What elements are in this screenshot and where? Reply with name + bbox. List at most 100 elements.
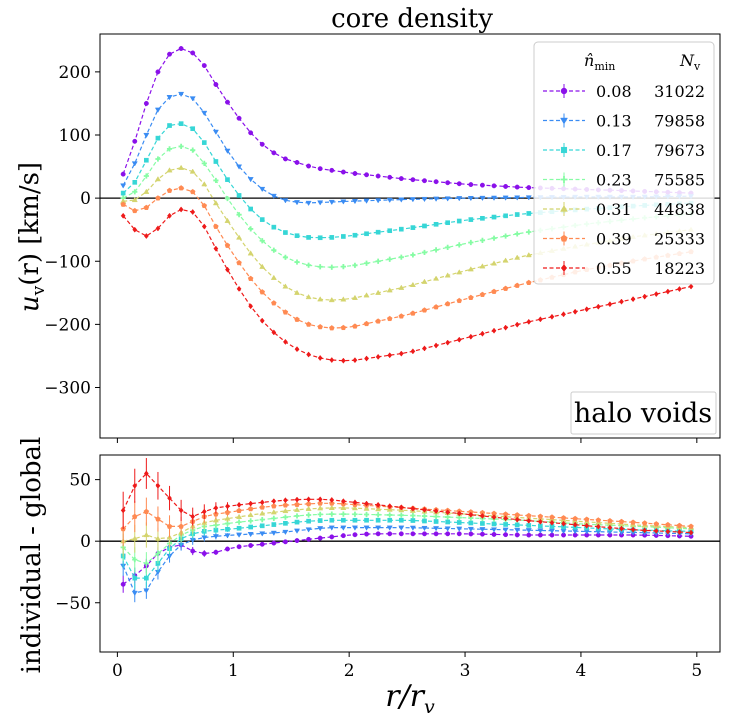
bottom-data-point bbox=[351, 525, 358, 531]
legend-row-0.08: 0.08 31022 bbox=[543, 82, 705, 101]
bottom-data-point bbox=[271, 503, 277, 509]
top-data-point bbox=[271, 247, 277, 253]
bottom-data-point bbox=[421, 513, 428, 519]
bottom-data-point bbox=[561, 520, 566, 527]
bottom-data-point bbox=[282, 529, 289, 536]
legend-header-nmin: n̂min bbox=[584, 51, 615, 73]
top-data-point bbox=[283, 338, 288, 345]
bottom-data-point bbox=[247, 532, 254, 538]
top-data-point bbox=[444, 300, 451, 307]
top-data-point bbox=[491, 183, 497, 189]
top-data-point bbox=[294, 346, 300, 353]
bottom-data-point bbox=[398, 504, 404, 511]
top-data-point bbox=[120, 212, 126, 219]
bottom-data-point bbox=[317, 505, 324, 511]
bottom-y-tick-label: 50 bbox=[69, 471, 91, 491]
legend-nmin: 0.13 bbox=[596, 112, 632, 131]
bottom-data-point bbox=[468, 531, 474, 537]
bottom-y-tick-label: 0 bbox=[80, 532, 91, 552]
top-data-point bbox=[468, 333, 474, 340]
top-data-point bbox=[433, 275, 440, 281]
top-data-point bbox=[271, 150, 277, 156]
top-series-line-1 bbox=[122, 93, 692, 204]
top-data-point bbox=[398, 350, 404, 357]
bottom-data-point bbox=[236, 513, 243, 519]
top-data-point bbox=[456, 297, 463, 304]
bottom-data-point bbox=[282, 507, 289, 514]
bottom-data-point bbox=[248, 524, 253, 530]
top-data-point bbox=[132, 138, 138, 144]
top-data-point bbox=[155, 135, 161, 141]
bottom-data-point bbox=[225, 503, 230, 510]
top-data-point bbox=[595, 303, 601, 310]
legend-nv: 25333 bbox=[654, 230, 705, 249]
top-data-point bbox=[375, 173, 381, 179]
bottom-data-point bbox=[329, 534, 335, 540]
top-data-point bbox=[247, 275, 254, 281]
bottom-data-point bbox=[445, 509, 451, 516]
bottom-data-point bbox=[294, 501, 300, 507]
bottom-data-point bbox=[224, 533, 231, 539]
top-data-point bbox=[190, 126, 196, 132]
top-data-point bbox=[398, 284, 405, 290]
top-data-point bbox=[293, 200, 301, 206]
top-data-point bbox=[155, 69, 161, 75]
top-data-point bbox=[201, 181, 208, 187]
legend-nv: 75585 bbox=[654, 171, 705, 190]
annotation-box bbox=[570, 391, 717, 435]
top-data-point bbox=[410, 310, 416, 316]
legend-marker bbox=[560, 87, 568, 95]
top-data-point bbox=[503, 183, 509, 189]
bottom-data-point bbox=[677, 529, 682, 536]
top-data-point bbox=[224, 148, 231, 154]
top-data-point bbox=[421, 278, 428, 284]
bottom-data-point bbox=[410, 512, 416, 519]
top-data-point bbox=[329, 357, 335, 364]
top-data-point bbox=[375, 318, 381, 324]
top-data-point bbox=[317, 296, 324, 302]
bottom-y-tick-label: −50 bbox=[55, 594, 91, 614]
bottom-data-point bbox=[178, 507, 184, 514]
top-data-point bbox=[248, 226, 254, 232]
top-data-point bbox=[212, 200, 219, 206]
top-data-point bbox=[189, 168, 196, 174]
top-data-point bbox=[421, 196, 428, 203]
top-data-point bbox=[293, 289, 301, 295]
bottom-data-point bbox=[294, 513, 300, 519]
bottom-data-point bbox=[131, 535, 138, 541]
x-tick-label: 5 bbox=[691, 661, 702, 681]
top-data-point bbox=[248, 130, 254, 136]
bottom-data-point bbox=[375, 506, 382, 512]
legend-rows: 0.08 31022 0.13 79858 0.17 79673 0.23 75585 0.31… bbox=[543, 82, 705, 278]
bottom-data-point bbox=[306, 518, 311, 524]
bottom-data-point bbox=[143, 588, 150, 594]
top-data-point bbox=[352, 171, 358, 176]
top-data-point bbox=[410, 252, 416, 258]
bottom-data-point bbox=[328, 525, 335, 531]
top-data-point bbox=[445, 244, 451, 250]
bottom-data-point bbox=[305, 505, 312, 511]
bottom-data-point bbox=[503, 515, 509, 522]
x-tick-label: 0 bbox=[112, 661, 123, 681]
top-data-point bbox=[190, 50, 196, 56]
top-data-point bbox=[514, 254, 521, 260]
bottom-data-point bbox=[363, 511, 370, 518]
top-data-point bbox=[525, 195, 532, 201]
top-data-point bbox=[224, 195, 231, 202]
bottom-data-point bbox=[248, 518, 254, 524]
top-data-point bbox=[259, 217, 265, 222]
bottom-data-point bbox=[306, 536, 312, 542]
top-data-point bbox=[386, 287, 393, 293]
top-data-point bbox=[363, 292, 370, 298]
top-data-point bbox=[375, 353, 381, 360]
top-data-point bbox=[317, 200, 324, 206]
top-data-point bbox=[456, 242, 462, 248]
top-data-point bbox=[154, 107, 161, 113]
top-data-point bbox=[282, 198, 289, 204]
bottom-data-point bbox=[619, 525, 624, 532]
bottom-data-point bbox=[514, 516, 520, 523]
top-data-point bbox=[607, 301, 613, 308]
bottom-data-point bbox=[665, 521, 671, 528]
top-data-point bbox=[259, 289, 266, 295]
bottom-data-point bbox=[340, 498, 346, 505]
